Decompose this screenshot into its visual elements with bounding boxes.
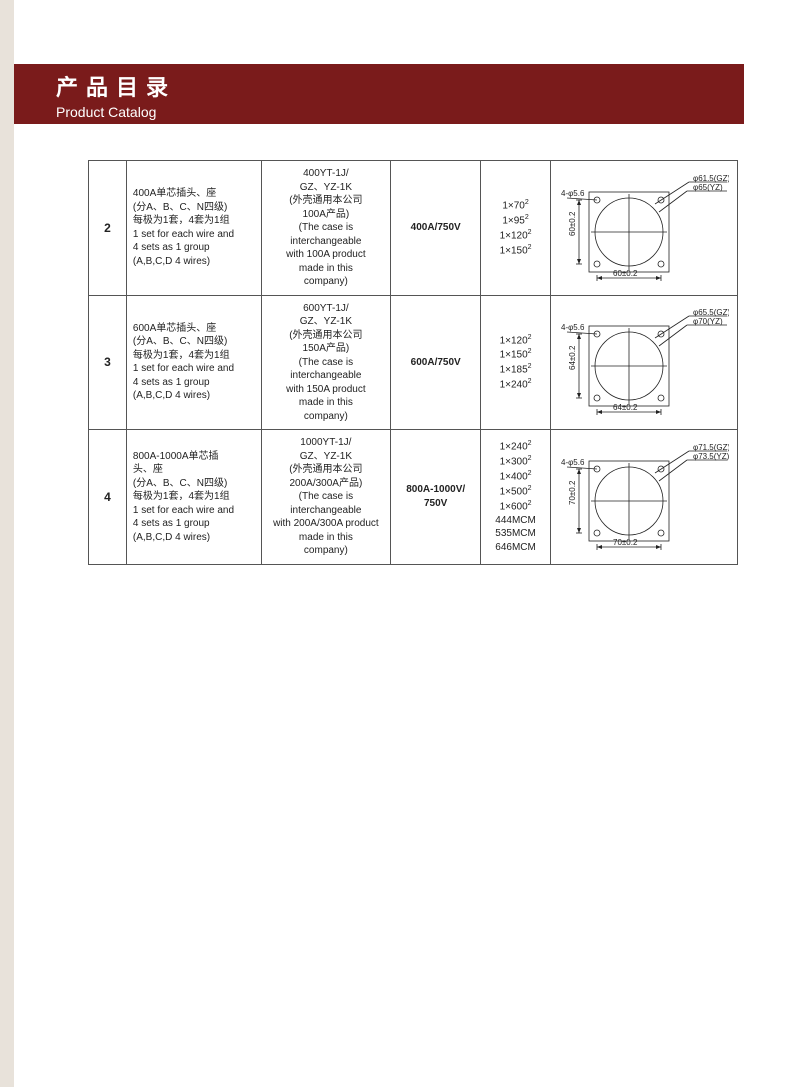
- row-model: 400YT-1J/GZ、YZ-1K(外壳通用本公司100A产品)(The cas…: [261, 161, 391, 296]
- row-rating: 400A/750V: [391, 161, 481, 296]
- row-number: 2: [89, 161, 127, 296]
- row-diagram: φ61.5(GZ) φ65(YZ) 4-φ5.6 60±0.2 60±0.2: [551, 161, 738, 296]
- svg-text:φ65.5(GZ): φ65.5(GZ): [693, 308, 729, 317]
- row-diagram: φ65.5(GZ) φ70(YZ) 4-φ5.6 64±0.2 64±0.2: [551, 295, 738, 430]
- row-description: 600A单芯插头、座(分A、B、C、N四级)每极为1套，4套为1组1 set f…: [126, 295, 261, 430]
- product-table: 2 400A单芯插头、座(分A、B、C、N四级)每极为1套，4套为1组1 set…: [88, 160, 738, 565]
- row-diagram: φ71.5(GZ) φ73.5(YZ) 4-φ5.6 70±0.2 70±0.2: [551, 430, 738, 565]
- svg-text:4-φ5.6: 4-φ5.6: [561, 189, 585, 198]
- svg-text:φ65(YZ): φ65(YZ): [693, 183, 723, 192]
- svg-text:φ70(YZ): φ70(YZ): [693, 317, 723, 326]
- flange-diagram: φ71.5(GZ) φ73.5(YZ) 4-φ5.6 70±0.2 70±0.2: [553, 442, 735, 552]
- row-description: 800A-1000A单芯插头、座(分A、B、C、N四级)每极为1套，4套为1组1…: [126, 430, 261, 565]
- table-row: 2 400A单芯插头、座(分A、B、C、N四级)每极为1套，4套为1组1 set…: [89, 161, 738, 296]
- svg-text:φ71.5(GZ): φ71.5(GZ): [693, 443, 729, 452]
- svg-text:64±0.2: 64±0.2: [568, 345, 577, 370]
- svg-text:4-φ5.6: 4-φ5.6: [561, 458, 585, 467]
- svg-text:70±0.2: 70±0.2: [613, 538, 638, 547]
- header-band: 产品目录 Product Catalog: [14, 64, 744, 124]
- svg-text:φ73.5(YZ): φ73.5(YZ): [693, 452, 729, 461]
- svg-text:60±0.2: 60±0.2: [568, 211, 577, 236]
- svg-text:64±0.2: 64±0.2: [613, 403, 638, 412]
- row-model: 1000YT-1J/GZ、YZ-1K(外壳通用本公司200A/300A产品)(T…: [261, 430, 391, 565]
- table-row: 3 600A单芯插头、座(分A、B、C、N四级)每极为1套，4套为1组1 set…: [89, 295, 738, 430]
- svg-text:60±0.2: 60±0.2: [613, 269, 638, 278]
- left-margin-strip: [0, 0, 14, 1087]
- header-title-cn: 产品目录: [56, 70, 744, 102]
- row-rating: 800A-1000V/750V: [391, 430, 481, 565]
- flange-diagram: φ65.5(GZ) φ70(YZ) 4-φ5.6 64±0.2 64±0.2: [553, 307, 735, 417]
- row-number: 3: [89, 295, 127, 430]
- header-title-en: Product Catalog: [56, 104, 744, 120]
- product-table-wrap: 2 400A单芯插头、座(分A、B、C、N四级)每极为1套，4套为1组1 set…: [88, 160, 738, 565]
- row-number: 4: [89, 430, 127, 565]
- svg-text:4-φ5.6: 4-φ5.6: [561, 323, 585, 332]
- table-row: 4 800A-1000A单芯插头、座(分A、B、C、N四级)每极为1套，4套为1…: [89, 430, 738, 565]
- row-description: 400A单芯插头、座(分A、B、C、N四级)每极为1套，4套为1组1 set f…: [126, 161, 261, 296]
- row-spec: 1×24021×30021×40021×50021×6002444MCM535M…: [481, 430, 551, 565]
- svg-text:70±0.2: 70±0.2: [568, 480, 577, 505]
- row-rating: 600A/750V: [391, 295, 481, 430]
- svg-text:φ61.5(GZ): φ61.5(GZ): [693, 174, 729, 183]
- flange-diagram: φ61.5(GZ) φ65(YZ) 4-φ5.6 60±0.2 60±0.2: [553, 173, 735, 283]
- row-spec: 1×12021×15021×18521×2402: [481, 295, 551, 430]
- row-model: 600YT-1J/GZ、YZ-1K(外壳通用本公司150A产品)(The cas…: [261, 295, 391, 430]
- row-spec: 1×7021×9521×12021×1502: [481, 161, 551, 296]
